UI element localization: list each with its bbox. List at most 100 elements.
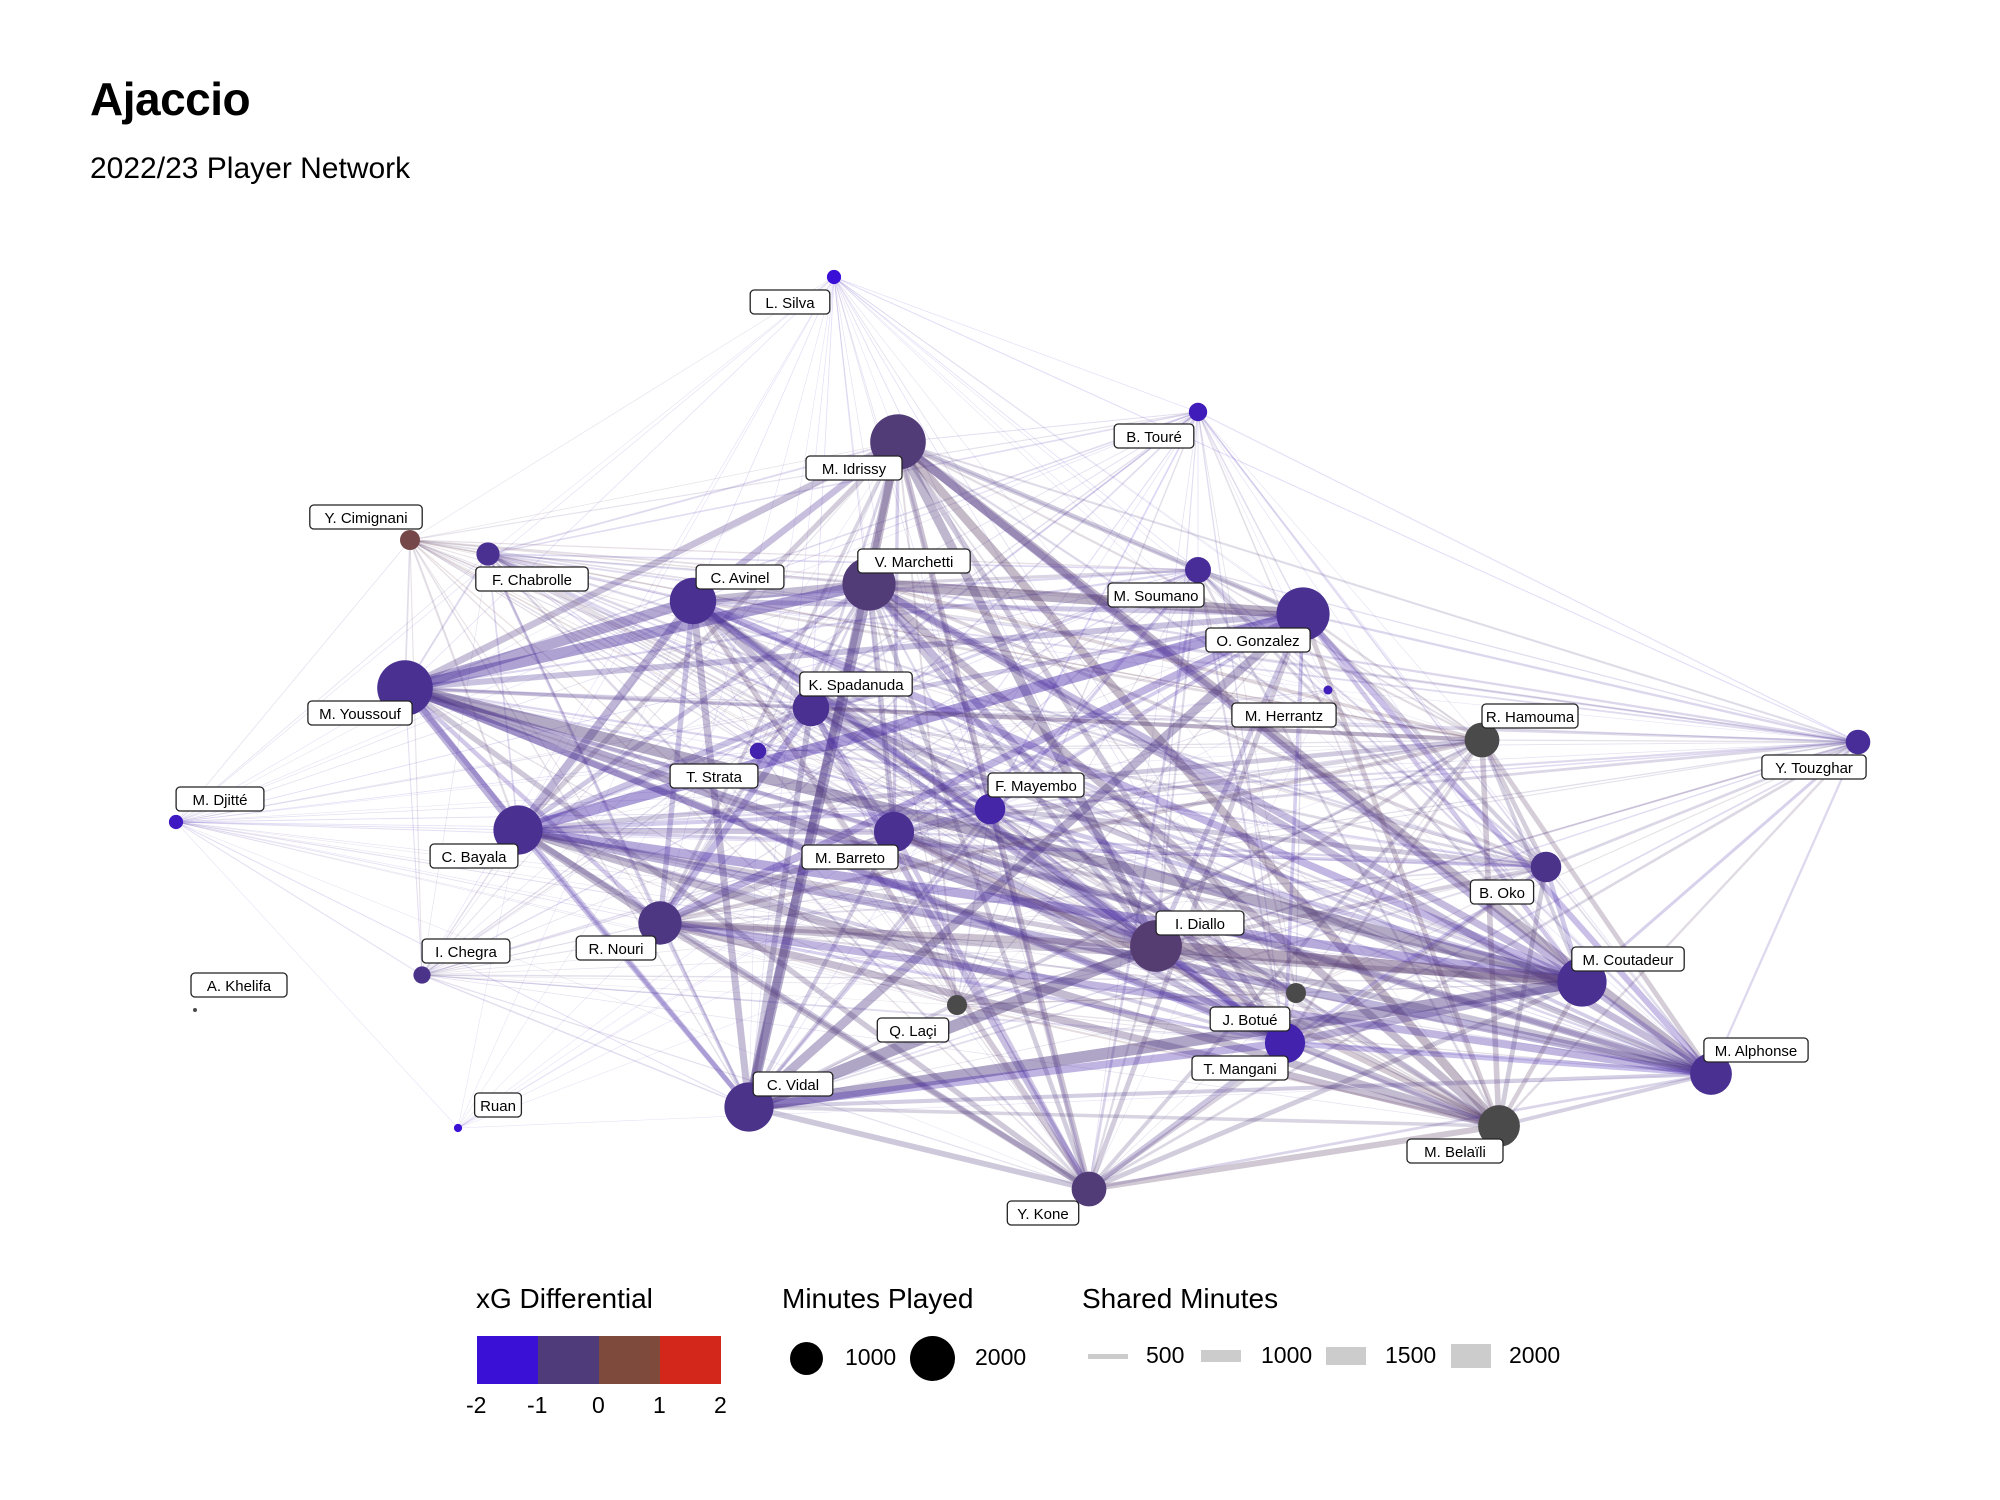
legend-size-dot-2000 xyxy=(910,1336,955,1381)
network-edge xyxy=(175,821,958,1006)
player-node[interactable] xyxy=(1185,557,1211,583)
network-edge xyxy=(757,750,1547,868)
network-edge xyxy=(486,552,992,811)
player-label: C. Avinel xyxy=(695,564,785,590)
network-edge xyxy=(692,600,1329,691)
player-label: C. Vidal xyxy=(752,1071,834,1097)
network-edge xyxy=(810,276,835,709)
player-node[interactable] xyxy=(476,542,500,566)
player-node[interactable] xyxy=(193,1008,197,1012)
network-edge xyxy=(690,598,1306,617)
network-edge xyxy=(175,441,899,823)
player-node[interactable] xyxy=(413,966,431,984)
player-node[interactable] xyxy=(1464,722,1500,758)
network-edge xyxy=(175,739,1483,823)
player-label-box xyxy=(1155,910,1245,936)
network-edge xyxy=(513,825,1716,1079)
network-edge xyxy=(892,830,1548,869)
network-edge xyxy=(956,741,1859,1006)
player-label-box xyxy=(799,671,913,697)
network-edge xyxy=(748,750,759,1108)
network-edge xyxy=(457,689,1329,1129)
player-label-box xyxy=(1205,627,1311,653)
player-label-text: C. Vidal xyxy=(767,1077,819,1094)
player-label-box xyxy=(1209,1006,1291,1032)
player-label-text: A. Khelifa xyxy=(207,978,272,995)
network-edge xyxy=(421,974,750,1108)
player-label-text: L. Silva xyxy=(765,295,815,312)
player-label: Y. Touzghar xyxy=(1761,754,1867,780)
network-edge xyxy=(1154,568,1200,948)
network-edge xyxy=(175,821,1286,1044)
player-node[interactable] xyxy=(638,901,682,945)
network-edge xyxy=(757,750,1583,983)
network-edge xyxy=(1281,978,1586,1047)
network-edge xyxy=(1327,689,1500,1127)
player-label-box xyxy=(309,504,423,530)
legend-width-label: 1500 xyxy=(1385,1342,1437,1368)
player-node[interactable] xyxy=(1530,851,1562,883)
player-node[interactable] xyxy=(873,811,915,853)
network-edge xyxy=(487,553,1199,571)
player-node[interactable] xyxy=(1690,1053,1732,1095)
network-edge xyxy=(1152,942,1715,1078)
network-edge xyxy=(1496,864,1549,1129)
player-label: V. Marchetti xyxy=(857,548,971,574)
player-node[interactable] xyxy=(1071,1171,1107,1207)
player-node[interactable] xyxy=(1264,1022,1306,1064)
player-network-graph: L. Silva B. Touré M. Idrissy Y. Cimignani F.… xyxy=(168,269,1871,1226)
network-edge xyxy=(896,440,1860,744)
network-edge xyxy=(956,1004,1712,1075)
player-label-box xyxy=(429,843,519,869)
network-edge xyxy=(1496,979,1585,1129)
player-node[interactable] xyxy=(826,269,842,285)
network-edge xyxy=(421,974,1500,1127)
network-edge xyxy=(1301,612,1484,742)
network-edge xyxy=(810,707,1297,994)
network-edge xyxy=(1087,568,1200,1191)
player-node[interactable] xyxy=(1286,983,1306,1003)
player-node[interactable] xyxy=(1845,729,1871,755)
player-node[interactable] xyxy=(1188,402,1208,422)
network-edge xyxy=(658,921,1287,1045)
network-edge xyxy=(409,539,1547,868)
network-edge xyxy=(421,441,899,976)
network-edge xyxy=(515,439,901,833)
player-node[interactable] xyxy=(400,530,420,550)
network-edge xyxy=(421,974,1297,994)
network-edge xyxy=(401,438,902,692)
network-edge xyxy=(833,276,1304,615)
player-node[interactable] xyxy=(792,689,830,727)
network-edge xyxy=(175,613,1304,823)
network-edge xyxy=(743,976,1588,1113)
network-edge xyxy=(896,440,992,811)
network-edge xyxy=(689,580,873,605)
player-node[interactable] xyxy=(1323,685,1333,695)
network-edge xyxy=(659,922,958,1006)
player-node[interactable] xyxy=(974,793,1006,825)
player-node[interactable] xyxy=(749,742,767,760)
player-node[interactable] xyxy=(453,1123,463,1133)
network-edge xyxy=(833,276,899,443)
network-edge xyxy=(1327,689,1859,743)
network-edge xyxy=(409,539,423,976)
network-edge xyxy=(757,750,991,810)
player-node[interactable] xyxy=(168,814,184,830)
network-edge xyxy=(867,582,1484,742)
player-label: Y. Cimignani xyxy=(309,504,423,530)
player-node[interactable] xyxy=(1478,1105,1520,1147)
network-edge xyxy=(833,276,991,810)
player-label-text: B. Oko xyxy=(1479,885,1525,902)
network-edge xyxy=(513,825,1504,1131)
player-label: M. Coutadeur xyxy=(1571,946,1685,972)
legend-swatch-high xyxy=(660,1336,721,1384)
legend-size-dot-1000 xyxy=(790,1342,823,1375)
network-edge xyxy=(956,981,1583,1006)
network-edge xyxy=(867,568,1200,586)
network-edge xyxy=(808,705,897,835)
player-label: B. Touré xyxy=(1113,423,1195,449)
player-node[interactable] xyxy=(1276,587,1330,641)
network-edge xyxy=(175,821,1583,983)
player-node[interactable] xyxy=(493,805,543,855)
player-node[interactable] xyxy=(947,995,967,1015)
